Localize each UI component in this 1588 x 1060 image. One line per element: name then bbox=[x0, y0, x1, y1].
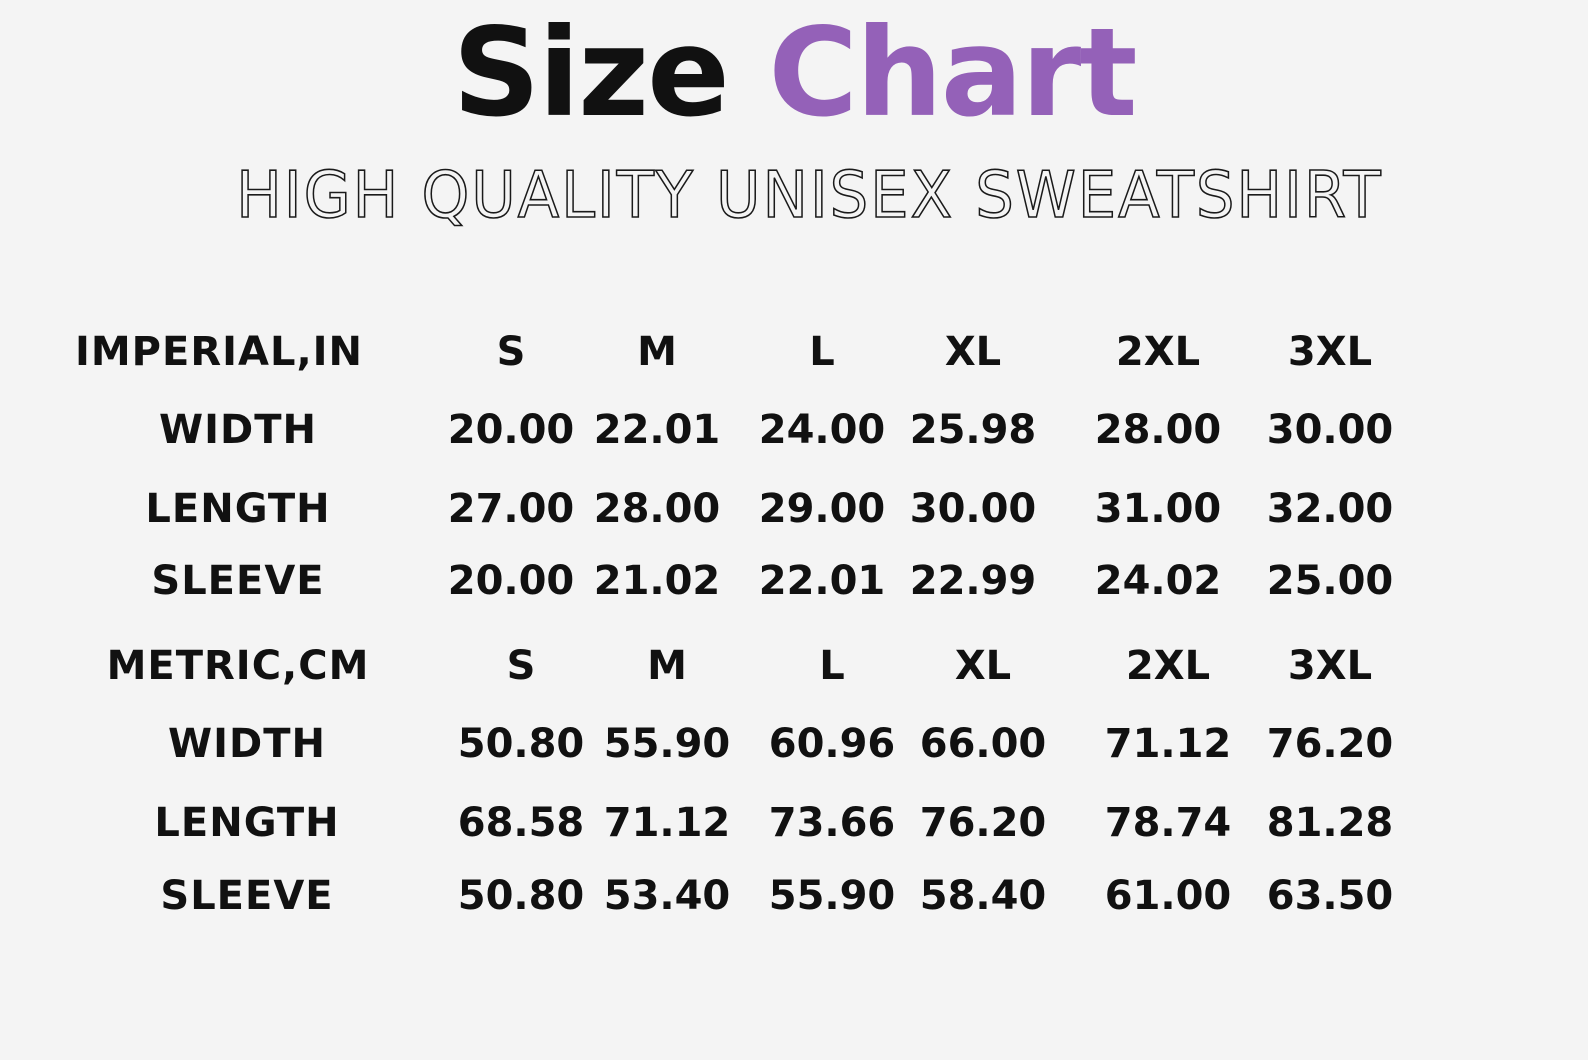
imperial-size-5: 3XL bbox=[1287, 329, 1373, 375]
imperial-value-cell: 28.00 bbox=[593, 486, 721, 532]
imperial-value-cell: 29.00 bbox=[758, 486, 886, 532]
imperial-size-3: XL bbox=[944, 329, 1002, 375]
imperial-value-cell: 25.00 bbox=[1266, 558, 1394, 604]
imperial-row-label: SLEEVE bbox=[151, 558, 325, 604]
metric-size-5: 3XL bbox=[1287, 643, 1373, 689]
metric-size-0: S bbox=[506, 643, 536, 689]
metric-row-0: WIDTH 50.80 55.90 60.96 66.00 71.12 76.20 bbox=[0, 714, 1588, 774]
imperial-size-4: 2XL bbox=[1115, 329, 1201, 375]
imperial-value-cell: 25.98 bbox=[909, 407, 1037, 453]
subtitle: HIGH QUALITY UNISEX SWEATSHIRT bbox=[0, 159, 1588, 233]
metric-row-1: LENGTH 68.58 71.12 73.66 76.20 78.74 81.28 bbox=[0, 793, 1588, 853]
imperial-row-2: SLEEVE 20.00 21.02 22.01 22.99 24.02 25.00 bbox=[0, 551, 1588, 611]
metric-row-label: SLEEVE bbox=[160, 873, 334, 919]
metric-value-cell: 81.28 bbox=[1266, 800, 1394, 846]
metric-size-3: XL bbox=[954, 643, 1012, 689]
metric-value-cell: 55.90 bbox=[768, 873, 896, 919]
imperial-size-2: L bbox=[809, 329, 835, 375]
metric-value-cell: 78.74 bbox=[1104, 800, 1232, 846]
metric-size-1: M bbox=[647, 643, 687, 689]
imperial-row-0: WIDTH 20.00 22.01 24.00 25.98 28.00 30.00 bbox=[0, 400, 1588, 460]
imperial-value-cell: 30.00 bbox=[909, 486, 1037, 532]
imperial-value-cell: 20.00 bbox=[447, 407, 575, 453]
imperial-value-cell: 24.02 bbox=[1094, 558, 1222, 604]
title-word-size: Size bbox=[452, 2, 729, 144]
imperial-heading: IMPERIAL,IN bbox=[74, 329, 364, 375]
metric-size-2: L bbox=[819, 643, 845, 689]
imperial-value-cell: 24.00 bbox=[758, 407, 886, 453]
title-word-chart: Chart bbox=[768, 2, 1137, 144]
metric-value-cell: 63.50 bbox=[1266, 873, 1394, 919]
metric-heading: METRIC,CM bbox=[106, 643, 370, 689]
metric-value-cell: 50.80 bbox=[457, 721, 585, 767]
metric-value-cell: 66.00 bbox=[919, 721, 1047, 767]
metric-value-cell: 58.40 bbox=[919, 873, 1047, 919]
imperial-value-cell: 22.01 bbox=[758, 558, 886, 604]
metric-size-header-row: METRIC,CM S M L XL 2XL 3XL bbox=[0, 636, 1588, 696]
imperial-value-cell: 21.02 bbox=[593, 558, 721, 604]
metric-value-cell: 60.96 bbox=[768, 721, 896, 767]
imperial-value-cell: 22.99 bbox=[909, 558, 1037, 604]
imperial-value-cell: 30.00 bbox=[1266, 407, 1394, 453]
imperial-size-header-row: IMPERIAL,IN S M L XL 2XL 3XL bbox=[0, 322, 1588, 382]
subtitle-text: HIGH QUALITY UNISEX SWEATSHIRT bbox=[235, 159, 1383, 233]
imperial-row-label: WIDTH bbox=[159, 407, 317, 453]
imperial-row-label: LENGTH bbox=[145, 486, 331, 532]
metric-row-2: SLEEVE 50.80 53.40 55.90 58.40 61.00 63.50 bbox=[0, 866, 1588, 926]
metric-value-cell: 53.40 bbox=[603, 873, 731, 919]
imperial-value-cell: 20.00 bbox=[447, 558, 575, 604]
imperial-value-cell: 22.01 bbox=[593, 407, 721, 453]
metric-value-cell: 76.20 bbox=[1266, 721, 1394, 767]
metric-value-cell: 50.80 bbox=[457, 873, 585, 919]
metric-value-cell: 71.12 bbox=[1104, 721, 1232, 767]
imperial-row-1: LENGTH 27.00 28.00 29.00 30.00 31.00 32.00 bbox=[0, 479, 1588, 539]
metric-row-label: WIDTH bbox=[168, 721, 326, 767]
metric-value-cell: 73.66 bbox=[768, 800, 896, 846]
metric-value-cell: 55.90 bbox=[603, 721, 731, 767]
metric-size-4: 2XL bbox=[1125, 643, 1211, 689]
imperial-value-cell: 32.00 bbox=[1266, 486, 1394, 532]
metric-value-cell: 68.58 bbox=[457, 800, 585, 846]
imperial-size-1: M bbox=[637, 329, 677, 375]
metric-value-cell: 76.20 bbox=[919, 800, 1047, 846]
metric-value-cell: 61.00 bbox=[1104, 873, 1232, 919]
page-title: Size Chart bbox=[0, 12, 1588, 134]
imperial-value-cell: 27.00 bbox=[447, 486, 575, 532]
imperial-value-cell: 31.00 bbox=[1094, 486, 1222, 532]
metric-row-label: LENGTH bbox=[154, 800, 340, 846]
metric-value-cell: 71.12 bbox=[603, 800, 731, 846]
imperial-value-cell: 28.00 bbox=[1094, 407, 1222, 453]
imperial-size-0: S bbox=[496, 329, 526, 375]
